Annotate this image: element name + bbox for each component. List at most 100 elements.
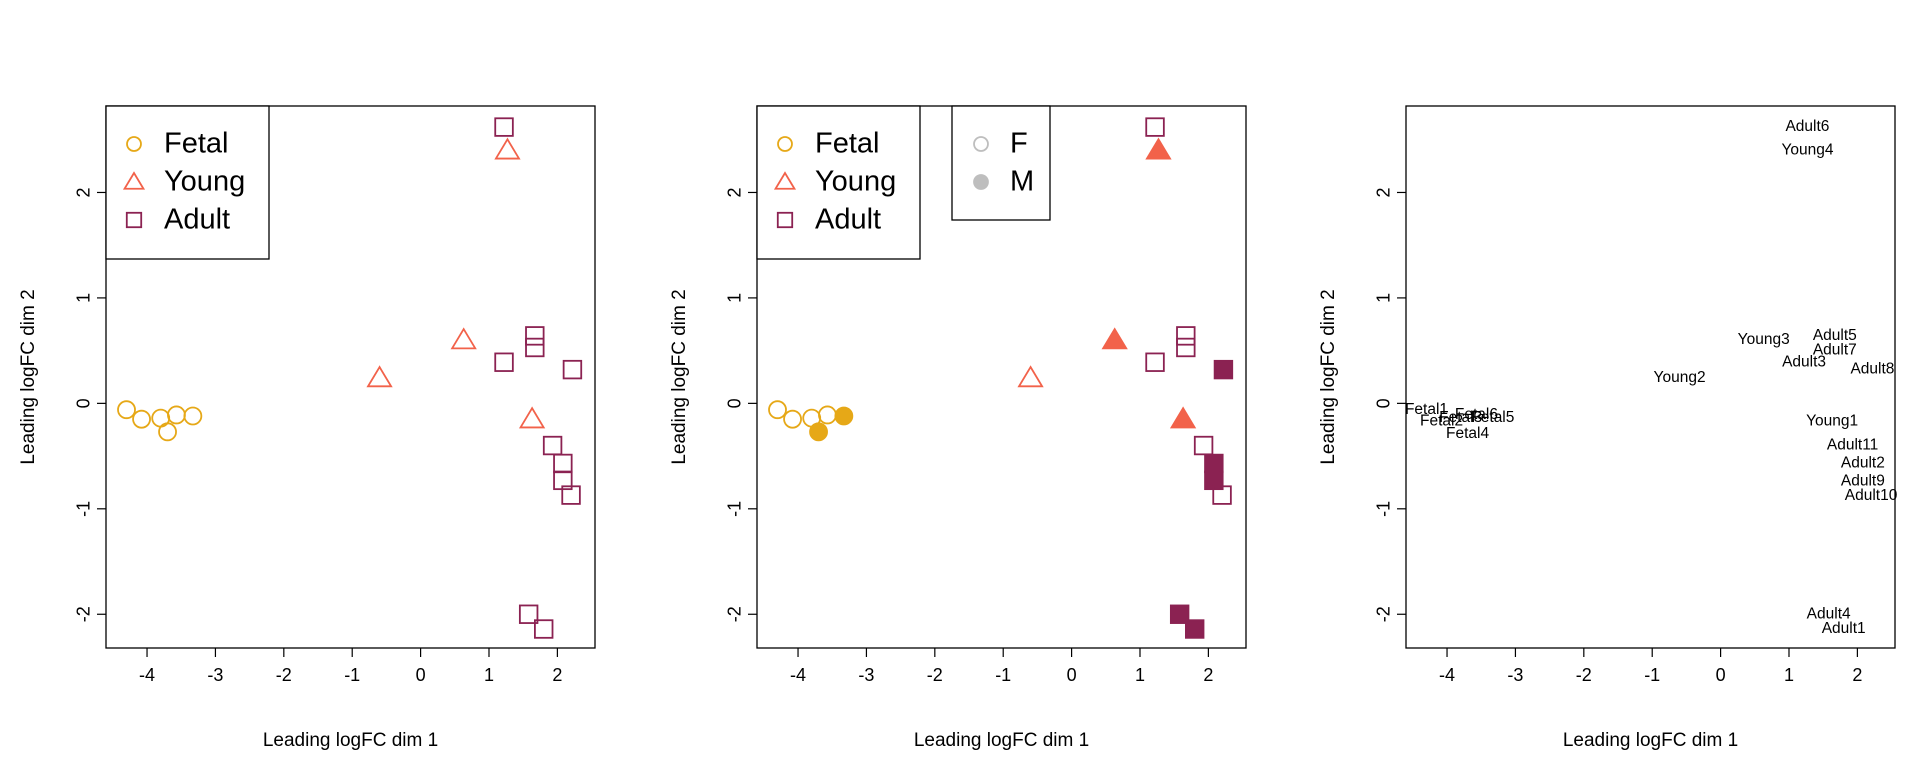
x-tick-label: 0 bbox=[1067, 665, 1077, 685]
data-point-young bbox=[494, 137, 521, 160]
legend-label: Fetal bbox=[815, 128, 879, 160]
sample-label: Adult9 bbox=[1841, 472, 1885, 489]
sample-label: Adult4 bbox=[1807, 605, 1851, 622]
data-point-fetal bbox=[167, 405, 186, 425]
data-point-adult bbox=[561, 485, 581, 505]
y-tick-label: 1 bbox=[1374, 293, 1394, 303]
x-tick-label: 0 bbox=[1716, 665, 1726, 685]
x-tick-label: 1 bbox=[1784, 665, 1794, 685]
x-tick-label: 1 bbox=[1135, 665, 1145, 685]
sample-label: Adult2 bbox=[1841, 455, 1885, 472]
data-point-adult bbox=[1176, 326, 1196, 346]
sample-label: Adult7 bbox=[1813, 342, 1857, 359]
x-tick-label: -1 bbox=[344, 665, 360, 685]
y-tick-label: 0 bbox=[725, 398, 745, 408]
x-tick-label: -2 bbox=[276, 665, 292, 685]
data-point-adult bbox=[1185, 619, 1205, 639]
sample-label: Adult3 bbox=[1782, 353, 1826, 370]
data-point-adult bbox=[1145, 117, 1165, 137]
data-point-young bbox=[450, 327, 477, 350]
panel-2-scatter-sex: -4 -3 -2 -1 0 1 2 -2 -1 0 1 2 Leading logFC dim 1 Lea… bbox=[669, 105, 1247, 751]
y-tick-label: -1 bbox=[725, 501, 745, 517]
legend-symbol-young bbox=[122, 171, 146, 190]
sample-label: Adult8 bbox=[1850, 361, 1894, 378]
x-tick-label: 2 bbox=[1852, 665, 1862, 685]
data-point-adult bbox=[494, 117, 514, 137]
legend-symbol-young bbox=[773, 171, 797, 190]
plot-frame bbox=[105, 105, 596, 649]
data-point-young bbox=[1145, 137, 1172, 160]
sample-label: Young4 bbox=[1781, 141, 1833, 158]
data-point-adult bbox=[518, 604, 539, 624]
legend-sex-label: F bbox=[1010, 128, 1028, 160]
data-point-adult bbox=[1204, 453, 1224, 474]
data-point-adult bbox=[1145, 352, 1165, 372]
sample-label: Young3 bbox=[1738, 331, 1790, 348]
data-point-young bbox=[1017, 365, 1044, 388]
data-point-fetal bbox=[834, 406, 854, 426]
data-point-fetal bbox=[117, 400, 136, 420]
data-point-adult bbox=[542, 435, 563, 456]
data-point-adult bbox=[525, 337, 545, 358]
y-tick-label: 1 bbox=[725, 293, 745, 303]
data-point-adult bbox=[494, 352, 514, 372]
y-tick-label: -2 bbox=[725, 606, 745, 622]
x-axis-label: Leading logFC dim 1 bbox=[914, 730, 1089, 751]
x-tick-label: -3 bbox=[858, 665, 874, 685]
sample-label: Adult6 bbox=[1785, 118, 1829, 135]
y-tick-label: 2 bbox=[74, 187, 94, 197]
legend-label: Adult bbox=[815, 204, 881, 236]
legend-symbol-fetal bbox=[126, 136, 142, 152]
x-axis-label: Leading logFC dim 1 bbox=[263, 730, 438, 751]
data-point-adult bbox=[1176, 337, 1196, 358]
y-tick-label: -1 bbox=[1374, 501, 1394, 517]
y-axis-label: Leading logFC dim 2 bbox=[1318, 289, 1339, 464]
legend: Fetal Young Adult bbox=[756, 105, 921, 260]
y-tick-label: -1 bbox=[74, 501, 94, 517]
data-point-fetal bbox=[783, 409, 802, 429]
sample-label: Adult11 bbox=[1827, 437, 1878, 454]
x-tick-label: 2 bbox=[1203, 665, 1213, 685]
legend-label: Fetal bbox=[164, 128, 228, 160]
data-point-young bbox=[366, 365, 393, 388]
data-point-adult bbox=[1212, 485, 1232, 505]
data-point-fetal bbox=[132, 409, 151, 429]
data-point-adult bbox=[525, 326, 545, 346]
y-tick-label: 0 bbox=[74, 398, 94, 408]
data-point-fetal bbox=[183, 406, 203, 426]
legend-label: Young bbox=[164, 166, 245, 198]
legend-symbol-fetal bbox=[777, 136, 793, 152]
legend-symbol-sex-m bbox=[973, 174, 989, 190]
data-point-adult bbox=[1213, 359, 1234, 380]
y-tick-label: -2 bbox=[1374, 606, 1394, 622]
legend-box bbox=[105, 105, 270, 260]
sample-label: Fetal4 bbox=[1446, 425, 1489, 442]
plot-frame bbox=[1405, 105, 1896, 649]
data-point-adult bbox=[1193, 435, 1214, 456]
y-tick-label: -2 bbox=[74, 606, 94, 622]
legend-sex-label: M bbox=[1010, 166, 1034, 198]
data-point-fetal bbox=[768, 400, 787, 420]
sample-label: Fetal3 bbox=[1439, 409, 1482, 426]
sample-label: Adult5 bbox=[1813, 327, 1857, 344]
x-tick-label: 0 bbox=[416, 665, 426, 685]
sample-label: Young2 bbox=[1654, 369, 1706, 386]
data-point-fetal bbox=[809, 422, 828, 442]
legend-sex-box bbox=[951, 105, 1051, 221]
data-point-adult bbox=[553, 453, 573, 474]
data-point-adult bbox=[1169, 604, 1190, 624]
panel-3-scatter-labels: -4 -3 -2 -1 0 1 2 -2 -1 0 1 2 Leading logFC dim 1 Lea… bbox=[1318, 105, 1898, 751]
sample-label: Adult10 bbox=[1845, 487, 1898, 504]
x-tick-label: -4 bbox=[139, 665, 155, 685]
x-tick-label: -3 bbox=[1507, 665, 1523, 685]
x-tick-label: 2 bbox=[552, 665, 562, 685]
legend-label: Young bbox=[815, 166, 896, 198]
x-tick-label: -2 bbox=[927, 665, 943, 685]
x-tick-label: -3 bbox=[207, 665, 223, 685]
y-tick-label: 1 bbox=[74, 293, 94, 303]
x-tick-label: 1 bbox=[484, 665, 494, 685]
legend-box bbox=[756, 105, 921, 260]
y-tick-label: 0 bbox=[1374, 398, 1394, 408]
legend-symbol-adult bbox=[776, 211, 794, 229]
data-point-young bbox=[1169, 406, 1197, 429]
